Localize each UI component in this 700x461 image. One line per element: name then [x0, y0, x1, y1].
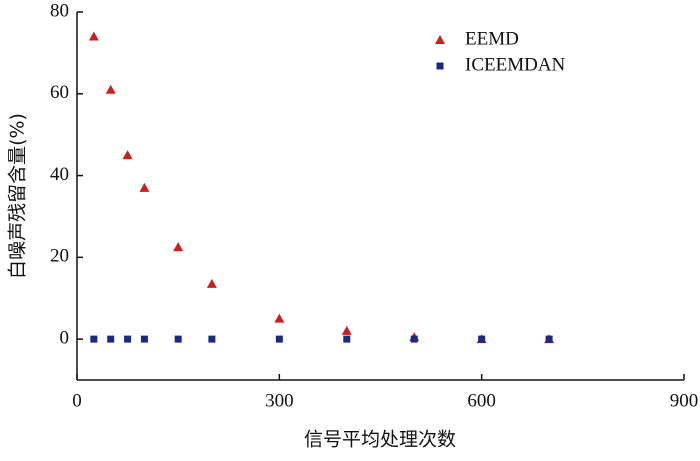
legend-marker	[436, 62, 444, 70]
point	[208, 335, 216, 343]
x-tick-label: 0	[72, 390, 82, 411]
point	[90, 335, 98, 343]
legend-marker	[435, 35, 445, 44]
point	[140, 335, 148, 343]
point	[107, 335, 115, 343]
y-tick-label: 40	[50, 164, 69, 185]
point	[174, 335, 182, 343]
x-tick-label: 900	[670, 390, 699, 411]
legend-label: EEMD	[465, 28, 519, 49]
x-tick-label: 600	[467, 390, 496, 411]
y-tick-label: 0	[60, 327, 70, 348]
point	[88, 31, 99, 41]
point	[139, 182, 150, 192]
point	[173, 242, 184, 252]
y-tick-label: 20	[50, 246, 69, 267]
legend-label: ICEEMDAN	[465, 54, 566, 75]
point	[410, 335, 418, 343]
point	[122, 150, 133, 160]
point	[124, 335, 132, 343]
y-tick-label: 60	[50, 82, 69, 103]
x-axis-label: 信号平均处理次数	[304, 429, 456, 451]
y-axis-label: 白噪声残留含量(%)	[7, 113, 29, 279]
point	[206, 278, 217, 288]
point	[545, 335, 553, 343]
point	[341, 325, 352, 335]
point	[275, 335, 283, 343]
point	[105, 84, 116, 94]
point	[274, 313, 285, 323]
y-tick-label: 80	[50, 0, 69, 21]
point	[478, 335, 486, 343]
x-tick-label: 300	[265, 390, 294, 411]
point	[343, 335, 351, 343]
